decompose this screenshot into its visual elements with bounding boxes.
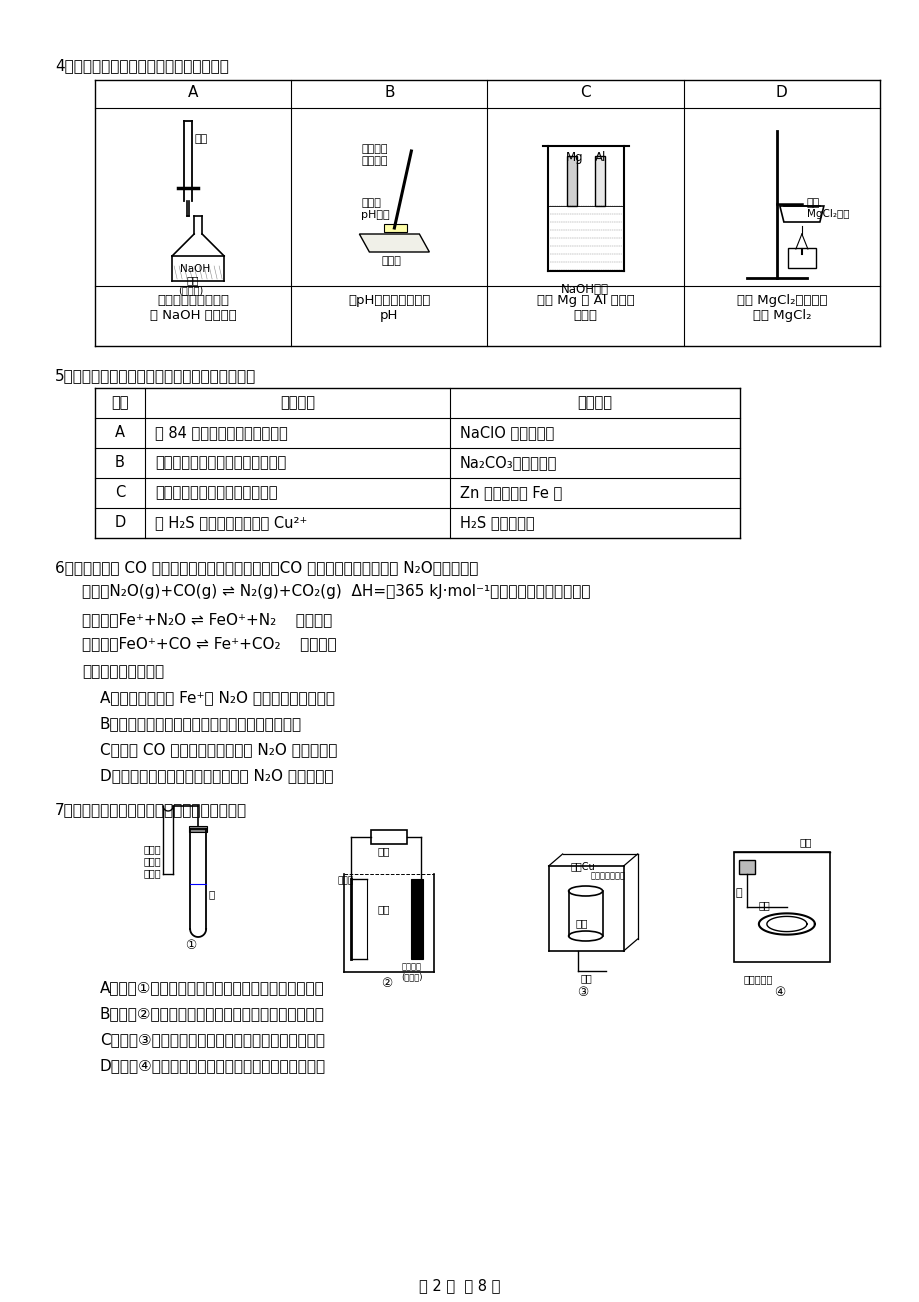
Ellipse shape [568, 885, 602, 896]
Text: 下列说法中正确的是: 下列说法中正确的是 [82, 664, 164, 680]
Text: Na₂CO₃溶液显碱性: Na₂CO₃溶液显碱性 [460, 454, 557, 470]
Text: pH试纸: pH试纸 [361, 210, 390, 220]
Text: Al: Al [594, 151, 606, 164]
Text: 6．处理、回收 CO 是环境科学家研究的热点课题。CO 可用于处理大气污染物 N₂O，发生的反: 6．处理、回收 CO 是环境科学家研究的热点课题。CO 可用于处理大气污染物 N… [55, 560, 478, 575]
Text: 钢管: 钢管 [575, 918, 587, 928]
Text: 蘸有盐酸: 蘸有盐酸 [361, 145, 388, 154]
Text: 第 2 页  共 8 页: 第 2 页 共 8 页 [419, 1279, 500, 1293]
Text: 海水: 海水 [377, 904, 390, 914]
Text: A: A [115, 424, 125, 440]
Bar [566, 156, 576, 206]
Text: C: C [580, 85, 590, 100]
Bar [411, 879, 423, 960]
Bar [371, 829, 407, 844]
Text: 电源: 电源 [377, 846, 390, 855]
Text: NaOH溶液: NaOH溶液 [560, 283, 608, 296]
Text: 4．下列各图所示装置能达到实验目的的是: 4．下列各图所示装置能达到实验目的的是 [55, 59, 229, 73]
Text: 化学知识: 化学知识 [577, 395, 612, 410]
Text: 钢铁输水管: 钢铁输水管 [743, 974, 772, 984]
Text: 盐酸: 盐酸 [194, 134, 207, 145]
Text: 水: 水 [208, 889, 214, 898]
Text: Mg: Mg [565, 151, 583, 164]
Text: 用热的纯碱溶液去除衣物上的油污: 用热的纯碱溶液去除衣物上的油污 [154, 454, 286, 470]
Text: 玻璃片: 玻璃片 [381, 256, 401, 266]
Text: ②: ② [381, 976, 392, 990]
Text: Zn 的还原性比 Fe 强: Zn 的还原性比 Fe 强 [460, 486, 562, 500]
Text: D: D [775, 85, 787, 100]
Text: 蒸干 MgCl₂溶液制取
无水 MgCl₂: 蒸干 MgCl₂溶液制取 无水 MgCl₂ [736, 294, 826, 322]
Text: 用 84 消毒液对图书馆桌椅消毒: 用 84 消毒液对图书馆桌椅消毒 [154, 424, 288, 440]
Text: 用 H₂S 除去污水中少量的 Cu²⁺: 用 H₂S 除去污水中少量的 Cu²⁺ [154, 516, 307, 530]
Text: 潮湿的中性土壤: 潮湿的中性土壤 [590, 871, 625, 880]
Text: 浸泡过: 浸泡过 [143, 868, 161, 878]
Text: ③: ③ [577, 986, 588, 999]
Text: H₂S 具有还原性: H₂S 具有还原性 [460, 516, 534, 530]
Text: 食盐水: 食盐水 [143, 855, 161, 866]
Text: ①: ① [185, 939, 196, 952]
Text: C．装置③可用于深埋在潮湿的中性土壤中钢管的防腐: C．装置③可用于深埋在潮湿的中性土壤中钢管的防腐 [100, 1032, 324, 1047]
Polygon shape [779, 206, 823, 223]
Text: 劳动项目: 劳动项目 [279, 395, 314, 410]
Text: B．第二步反应的活化能小于第一步反应的活化能: B．第二步反应的活化能小于第一步反应的活化能 [100, 716, 301, 730]
Text: NaClO 具有氧化性: NaClO 具有氧化性 [460, 424, 553, 440]
Text: 第二步：FeO⁺+CO ⇌ Fe⁺+CO₂    快反应。: 第二步：FeO⁺+CO ⇌ Fe⁺+CO₂ 快反应。 [82, 635, 336, 651]
Text: NaOH: NaOH [180, 264, 210, 273]
Text: 铁钉用: 铁钉用 [143, 844, 161, 854]
Text: 用安装锌块的方法减缓船体腐蚀: 用安装锌块的方法减缓船体腐蚀 [154, 486, 278, 500]
Bar [594, 156, 604, 206]
Text: 比较 Mg 和 Al 的金属
性强弱: 比较 Mg 和 Al 的金属 性强弱 [536, 294, 634, 322]
Text: C: C [115, 486, 125, 500]
Bar [189, 825, 207, 832]
Text: 7．下列有关金属的腐蚀与防护说法不正确的是: 7．下列有关金属的腐蚀与防护说法不正确的是 [55, 802, 247, 816]
Text: 用已知浓度的盐酸测
定 NaOH 溶液浓度: 用已知浓度的盐酸测 定 NaOH 溶液浓度 [150, 294, 236, 322]
Text: MgCl₂溶液: MgCl₂溶液 [806, 210, 848, 219]
Text: B: B [384, 85, 394, 100]
Text: 钢闸门: 钢闸门 [337, 876, 353, 885]
Bar [787, 247, 815, 268]
Text: (含酚酞): (含酚酞) [178, 285, 203, 296]
Text: 镁: 镁 [735, 888, 742, 898]
Text: (不溶性): (不溶性) [401, 973, 423, 980]
Text: 湿润的: 湿润的 [361, 198, 380, 208]
Text: D．升高温度可加快反应速率并提高 N₂O 平衡转化率: D．升高温度可加快反应速率并提高 N₂O 平衡转化率 [100, 768, 334, 783]
Ellipse shape [568, 931, 602, 941]
Text: 地面: 地面 [799, 837, 811, 848]
Text: ④: ④ [773, 986, 784, 999]
Text: 第一步：Fe⁺+N₂O ⇌ FeO⁺+N₂    慢反应；: 第一步：Fe⁺+N₂O ⇌ FeO⁺+N₂ 慢反应； [82, 612, 332, 628]
Text: D．装置④是利用牺牲阳极法来防止钢铁输水管的腐蚀: D．装置④是利用牺牲阳极法来防止钢铁输水管的腐蚀 [100, 1059, 325, 1073]
Text: B: B [115, 454, 125, 470]
Text: 的玻璃棒: 的玻璃棒 [361, 156, 388, 165]
Text: A．第一步反应中 Fe⁺与 N₂O 的碰撞均为有效碰撞: A．第一步反应中 Fe⁺与 N₂O 的碰撞均为有效碰撞 [100, 690, 335, 704]
Polygon shape [384, 224, 407, 232]
Text: 应为：N₂O(g)+CO(g) ⇌ N₂(g)+CO₂(g)  ΔH=－365 kJ·mol⁻¹。上述反应分两步进行：: 应为：N₂O(g)+CO(g) ⇌ N₂(g)+CO₂(g) ΔH=－365 k… [82, 585, 590, 599]
Text: 导线: 导线 [758, 900, 770, 910]
Text: 金属Cu: 金属Cu [570, 861, 595, 871]
Text: B．装置②中钢闸门连接电源的负极可减缓其腐蚀速率: B．装置②中钢闸门连接电源的负极可减缓其腐蚀速率 [100, 1006, 324, 1021]
Text: A: A [187, 85, 199, 100]
Text: A．装置①中铁钉发生吸氧腐蚀，水倒吸进入导气管中: A．装置①中铁钉发生吸氧腐蚀，水倒吸进入导气管中 [100, 980, 324, 995]
Text: C．增大 CO 浓度可显著增大处理 N₂O 的反应速率: C．增大 CO 浓度可显著增大处理 N₂O 的反应速率 [100, 742, 337, 756]
Polygon shape [359, 234, 429, 253]
Text: 辅助电极: 辅助电极 [401, 962, 421, 971]
Text: 5．下列劳动项目与所述的化学知识没有关联的是: 5．下列劳动项目与所述的化学知识没有关联的是 [55, 368, 256, 383]
Text: 导线: 导线 [580, 973, 592, 983]
Bar [733, 852, 829, 962]
Text: 选项: 选项 [111, 395, 129, 410]
Text: 蒸干: 蒸干 [806, 198, 819, 208]
Text: 溶液: 溶液 [186, 275, 199, 285]
Bar [738, 861, 754, 874]
Text: 用pH试纸测定盐酸的
pH: 用pH试纸测定盐酸的 pH [347, 294, 430, 322]
Text: D: D [114, 516, 126, 530]
